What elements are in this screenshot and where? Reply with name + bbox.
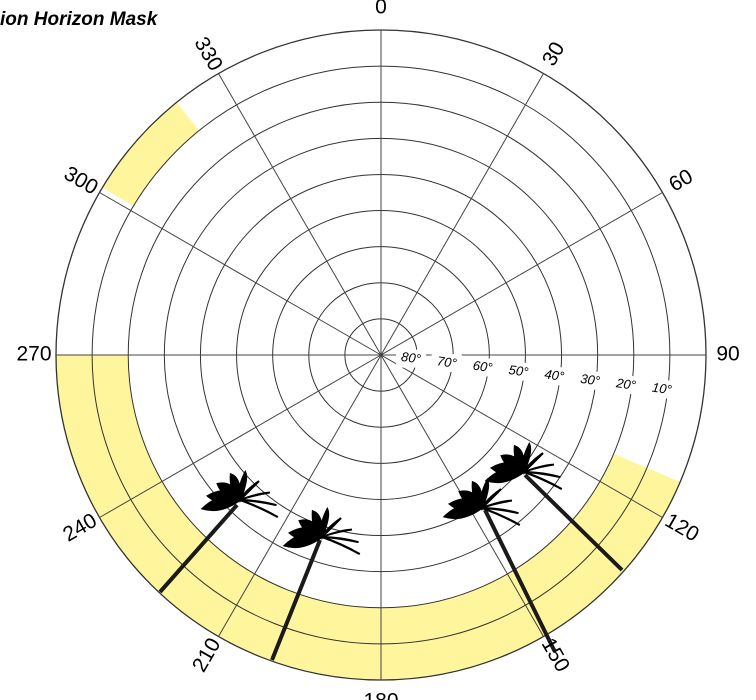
azimuth-label: 300 bbox=[60, 162, 102, 199]
elevation-label-bg bbox=[395, 349, 426, 368]
azimuth-spoke bbox=[99, 192, 382, 356]
azimuth-label: 150 bbox=[537, 634, 574, 676]
elevation-label: 80° bbox=[400, 349, 422, 367]
palm-crown bbox=[200, 469, 279, 518]
tree-trunk bbox=[523, 473, 624, 572]
tree-trunk bbox=[270, 539, 322, 661]
elevation-label: 10° bbox=[651, 380, 673, 398]
elevation-label-bg bbox=[467, 358, 498, 377]
elevation-label: 70° bbox=[436, 353, 458, 371]
azimuth-label: 120 bbox=[661, 509, 703, 546]
elevation-label: 20° bbox=[614, 375, 637, 393]
azimuth-spoke bbox=[99, 354, 382, 518]
azimuth-spoke bbox=[218, 354, 382, 637]
azimuth-label: 330 bbox=[190, 33, 227, 75]
azimuth-label: 30 bbox=[538, 38, 570, 70]
azimuth-spoke bbox=[380, 354, 663, 518]
elevation-label-bg bbox=[503, 362, 534, 381]
palm-crown bbox=[484, 441, 563, 490]
azimuth-spoke bbox=[380, 192, 663, 356]
azimuth-spoke bbox=[218, 73, 382, 356]
elevation-label-bg bbox=[646, 380, 677, 399]
azimuth-label: 270 bbox=[16, 343, 51, 366]
elevation-label: 40° bbox=[544, 366, 566, 384]
mask-region bbox=[102, 102, 200, 207]
elevation-label-bg bbox=[431, 354, 462, 373]
azimuth-spoke bbox=[380, 73, 544, 356]
elevation-label-bg bbox=[575, 371, 606, 390]
elevation-label-bg bbox=[610, 376, 641, 395]
azimuth-label: 210 bbox=[188, 634, 225, 676]
tree-trunk bbox=[158, 503, 239, 594]
elevation-label: 30° bbox=[579, 371, 601, 389]
azimuth-label: 180 bbox=[363, 690, 398, 700]
title: ion Horizon Mask bbox=[0, 9, 159, 30]
mask-region bbox=[56, 355, 681, 681]
tree-trunk bbox=[483, 509, 557, 653]
elevation-label: 60° bbox=[472, 358, 494, 376]
azimuth-label: 240 bbox=[59, 509, 101, 546]
elevation-label-bg bbox=[539, 367, 570, 386]
elevation-label: 50° bbox=[508, 362, 530, 380]
palm-crown bbox=[282, 506, 361, 555]
palm-trees bbox=[158, 441, 624, 661]
azimuth-label: 60 bbox=[665, 165, 697, 197]
azimuth-label: 0 bbox=[375, 0, 387, 19]
azimuth-label: 90 bbox=[716, 343, 739, 366]
palm-crown bbox=[442, 477, 521, 526]
